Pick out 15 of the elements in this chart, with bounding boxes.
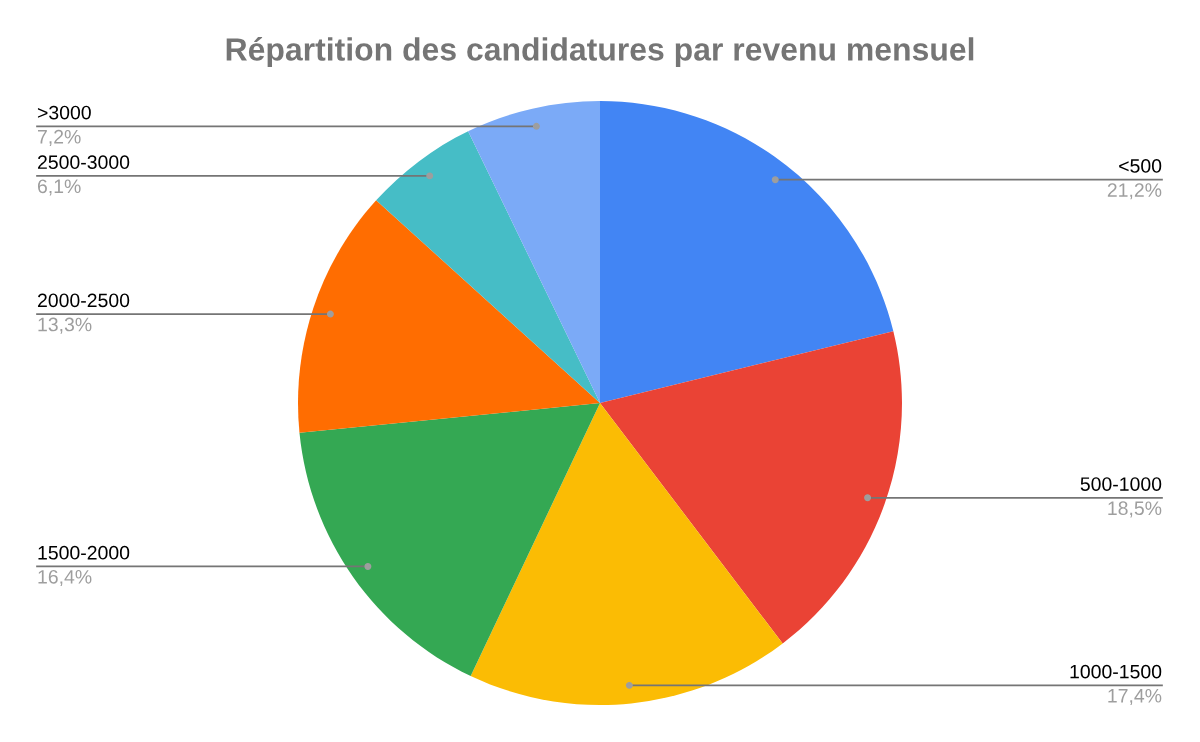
chart-title: Répartition des candidatures par revenu mensuel [226, 36, 974, 68]
data-label: 6,1% [37, 179, 81, 196]
data-label: 13,3% [38, 317, 92, 334]
slice-label: >3000 [37, 105, 91, 120]
data-label: 16,4% [38, 569, 92, 587]
data-label: 21,2% [1107, 183, 1162, 200]
slice-label: <500 [1119, 159, 1162, 173]
slice-label: 2000-2500 [37, 293, 130, 308]
slice-label: 1000-1500 [1070, 664, 1162, 679]
slice-label: 1500-2000 [38, 545, 130, 560]
data-label: 7,2% [38, 129, 81, 146]
slice-label: 500-1000 [1080, 477, 1162, 491]
slice-label: 2500-3000 [37, 155, 130, 170]
data-label: 18,5% [1108, 501, 1162, 518]
data-label: 17,4% [1108, 688, 1162, 705]
